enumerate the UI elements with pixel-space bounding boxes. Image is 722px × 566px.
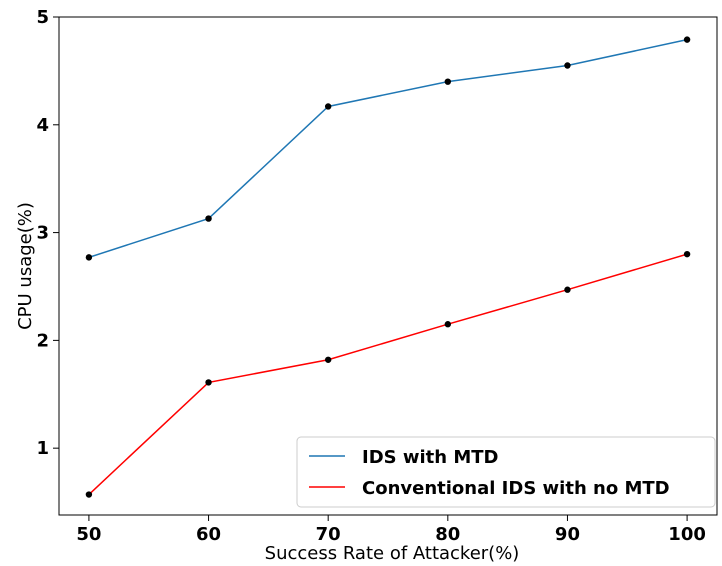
data-point [564, 286, 571, 293]
x-tick-label: 50 [76, 524, 101, 545]
data-point [205, 215, 212, 222]
x-tick-label: 60 [196, 524, 221, 545]
data-point [564, 62, 571, 69]
y-axis-label: CPU usage(%) [15, 202, 36, 330]
y-tick-label: 3 [36, 223, 49, 244]
x-axis-label: Success Rate of Attacker(%) [265, 543, 520, 564]
y-tick-label: 4 [36, 115, 49, 136]
plot-frame [58, 16, 718, 516]
series-line-0 [88, 38, 688, 259]
x-axis: 50 60 70 80 90 100 [76, 515, 706, 545]
legend-label-conventional-ids: Conventional IDS with no MTD [362, 478, 670, 499]
x-tick-label: 90 [555, 524, 580, 545]
x-tick-label: 70 [316, 524, 341, 545]
data-point [324, 356, 332, 363]
data-point [85, 491, 93, 498]
y-tick-label: 1 [36, 438, 49, 459]
legend: IDS with MTD Conventional IDS with no MT… [296, 436, 716, 508]
x-tick-label: 100 [668, 524, 706, 545]
x-tick-label: 80 [435, 524, 460, 545]
series-line-1 [88, 253, 688, 496]
data-point [85, 254, 93, 261]
data-point [444, 78, 452, 85]
legend-label-ids-with-mtd: IDS with MTD [362, 447, 499, 468]
data-point [205, 379, 212, 386]
data-point [324, 103, 332, 110]
y-tick-label: 5 [36, 7, 49, 28]
y-axis: 1 2 3 4 5 [36, 7, 59, 459]
data-point [683, 250, 691, 258]
y-tick-label: 2 [36, 330, 49, 351]
data-point [683, 36, 691, 43]
legend-box [296, 436, 716, 508]
plot-area [85, 36, 691, 498]
data-point [444, 321, 452, 328]
